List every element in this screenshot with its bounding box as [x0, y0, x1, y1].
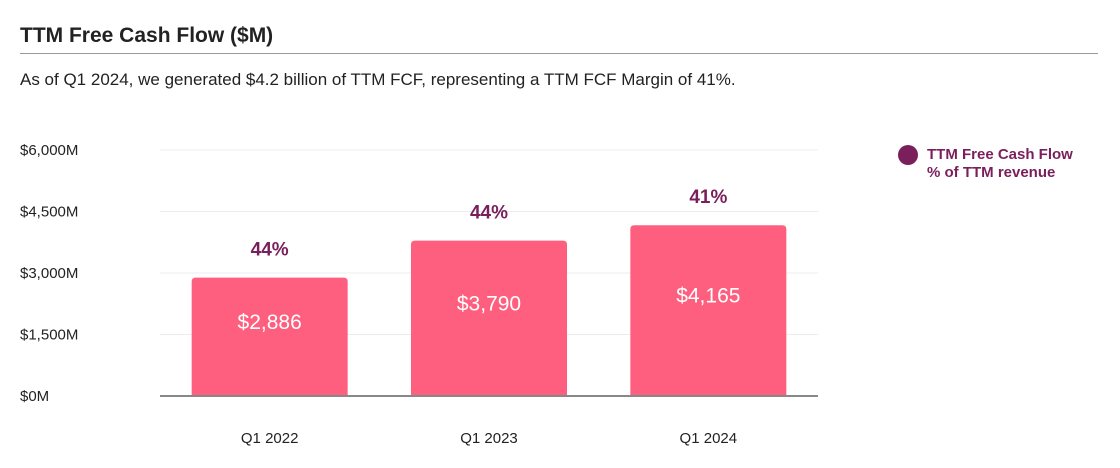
y-tick-label: $3,000M — [20, 265, 78, 282]
margin-label: 44% — [470, 203, 508, 224]
chart-title: TTM Free Cash Flow ($M) — [20, 24, 274, 47]
title-divider — [20, 53, 1098, 54]
margin-label: 41% — [689, 187, 727, 208]
bar-value-label: $2,886 — [238, 311, 302, 334]
bar-value-label: $4,165 — [676, 285, 740, 308]
bar — [191, 277, 348, 396]
margin-label: 44% — [251, 240, 289, 261]
bar — [630, 225, 787, 396]
legend-label: TTM Free Cash Flow % of TTM revenue — [927, 146, 1073, 182]
y-tick-label: $0M — [20, 388, 49, 405]
x-tick-label: Q1 2022 — [241, 430, 299, 447]
legend-swatch — [898, 145, 918, 165]
y-tick-label: $6,000M — [20, 142, 78, 159]
y-tick-label: $4,500M — [20, 204, 78, 221]
x-tick-label: Q1 2023 — [460, 430, 518, 447]
chart-subtitle: As of Q1 2024, we generated $4.2 billion… — [20, 70, 736, 89]
legend-label-line1: TTM Free Cash Flow — [927, 146, 1073, 163]
legend-label-line2: % of TTM revenue — [927, 164, 1056, 181]
y-tick-label: $1,500M — [20, 327, 78, 344]
bar-value-label: $3,790 — [457, 292, 521, 315]
bar — [411, 240, 567, 396]
x-tick-label: Q1 2024 — [680, 430, 738, 447]
